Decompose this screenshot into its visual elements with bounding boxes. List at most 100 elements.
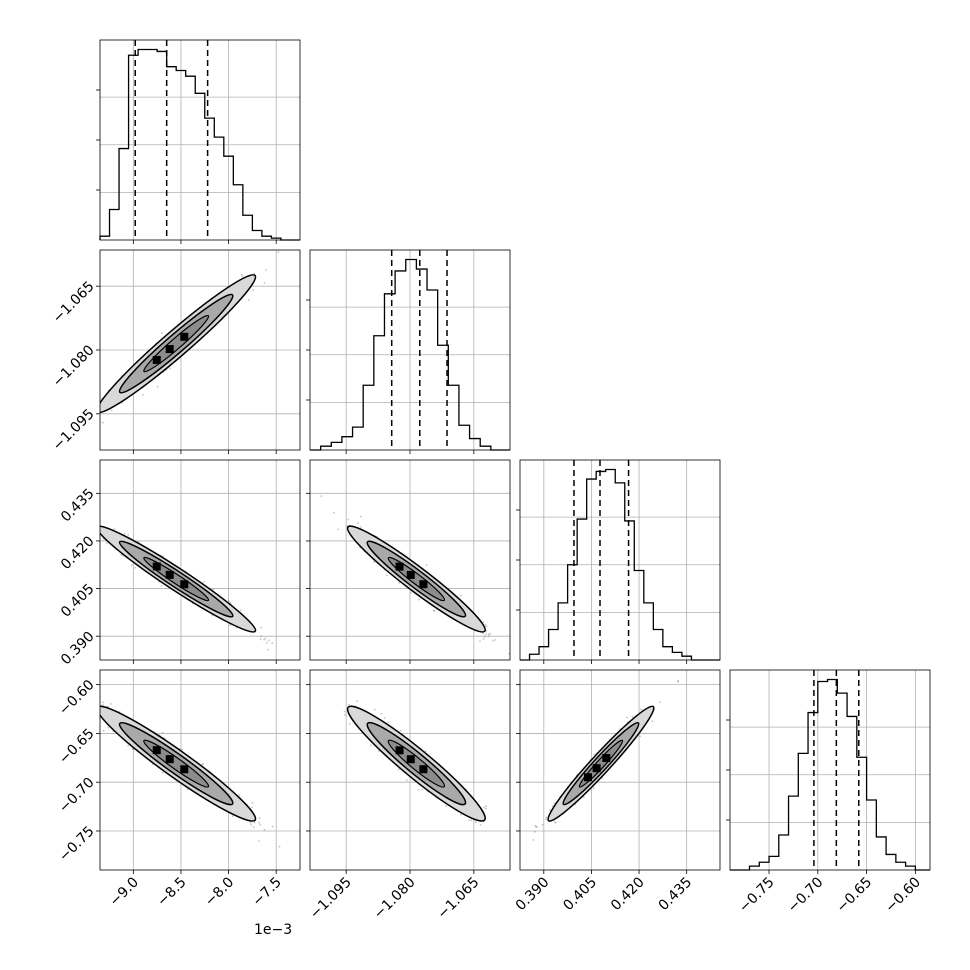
sample-point (406, 779, 408, 782)
sample-point (134, 566, 136, 569)
sample-point (253, 821, 256, 824)
sample-point (121, 402, 124, 404)
sample-point (489, 632, 492, 635)
sample-point (97, 528, 99, 530)
sample-point (127, 744, 129, 747)
sample-point (445, 805, 447, 807)
scatter-panel-2-1 (310, 460, 510, 660)
sample-point (201, 763, 204, 765)
histogram-panel-2 (519, 459, 721, 661)
sample-point (252, 826, 255, 828)
sample-point (98, 530, 100, 532)
sample-point (93, 533, 95, 535)
sample-point (359, 515, 362, 518)
sample-point (240, 273, 243, 276)
histogram-panel-3 (729, 669, 931, 871)
sample-point (86, 709, 88, 711)
sample-point (421, 788, 423, 791)
sample-point (583, 796, 585, 799)
sample-point (259, 638, 262, 641)
sample-point (479, 824, 482, 826)
sample-point (545, 818, 547, 821)
sample-point (248, 298, 250, 301)
sample-point (156, 385, 159, 388)
sample-point (181, 748, 184, 751)
sample-point (240, 609, 242, 612)
sample-point (378, 750, 380, 752)
scatter-panel-2-0 (54, 460, 300, 660)
sample-point (83, 704, 85, 706)
sample-point (85, 701, 87, 703)
density-peak (395, 746, 404, 755)
sample-point (131, 747, 134, 750)
density-peak (152, 355, 161, 364)
histogram-panels (99, 39, 931, 871)
sample-point (278, 845, 281, 848)
sample-point (483, 806, 486, 809)
sample-point (263, 828, 266, 831)
sample-point (95, 702, 97, 704)
sample-point (87, 709, 89, 711)
sample-point (677, 679, 679, 682)
sample-point (202, 763, 204, 765)
sample-point (258, 821, 260, 824)
sample-point (169, 367, 171, 370)
sample-point (492, 639, 495, 642)
sample-point (485, 633, 488, 636)
sample-point (343, 710, 346, 713)
sample-point (231, 815, 234, 818)
sample-point (271, 642, 274, 645)
sample-point (626, 716, 628, 719)
sample-point (211, 614, 214, 617)
sample-point (640, 708, 642, 711)
sample-point (418, 598, 420, 601)
sample-point (485, 625, 488, 628)
sample-point (120, 554, 123, 556)
sample-point (91, 521, 93, 523)
sample-point (258, 817, 261, 820)
sample-point (123, 533, 126, 535)
sample-point (535, 825, 538, 828)
contour-inner (143, 739, 210, 788)
panel-frame (99, 669, 301, 871)
sample-point (263, 282, 266, 284)
sample-point (161, 731, 164, 734)
sample-point (127, 534, 130, 536)
sample-point (409, 592, 412, 594)
sample-point (385, 574, 388, 577)
sample-point (348, 722, 351, 725)
sample-point (535, 826, 537, 828)
density-peak (165, 755, 174, 764)
sample-point (131, 564, 133, 567)
sample-point (161, 332, 163, 335)
sample-point (98, 529, 100, 531)
sample-point (258, 840, 260, 842)
sample-point (482, 638, 485, 640)
sample-point (387, 721, 390, 724)
density-peak (180, 332, 189, 341)
sample-point (142, 393, 144, 396)
sample-point (487, 633, 490, 635)
sample-point (468, 819, 471, 822)
density-peak (406, 755, 415, 764)
panel-frame (729, 669, 931, 871)
scatter-panel-3-0 (83, 670, 300, 870)
panel-frame (99, 459, 301, 661)
sample-point (482, 621, 485, 624)
scatter-panel-1-0 (100, 250, 300, 450)
sample-point (264, 637, 267, 640)
density-peaks (395, 746, 428, 774)
sample-point (658, 701, 661, 703)
sample-point (102, 730, 105, 732)
sample-point (203, 580, 206, 583)
density-peaks (152, 746, 189, 774)
sample-point (107, 726, 110, 729)
sample-point (54, 499, 56, 501)
sample-point (113, 528, 116, 530)
sample-point (470, 819, 473, 822)
sample-point (229, 624, 232, 627)
sample-point (277, 251, 280, 254)
sample-point (265, 642, 268, 644)
sample-point (370, 744, 372, 747)
